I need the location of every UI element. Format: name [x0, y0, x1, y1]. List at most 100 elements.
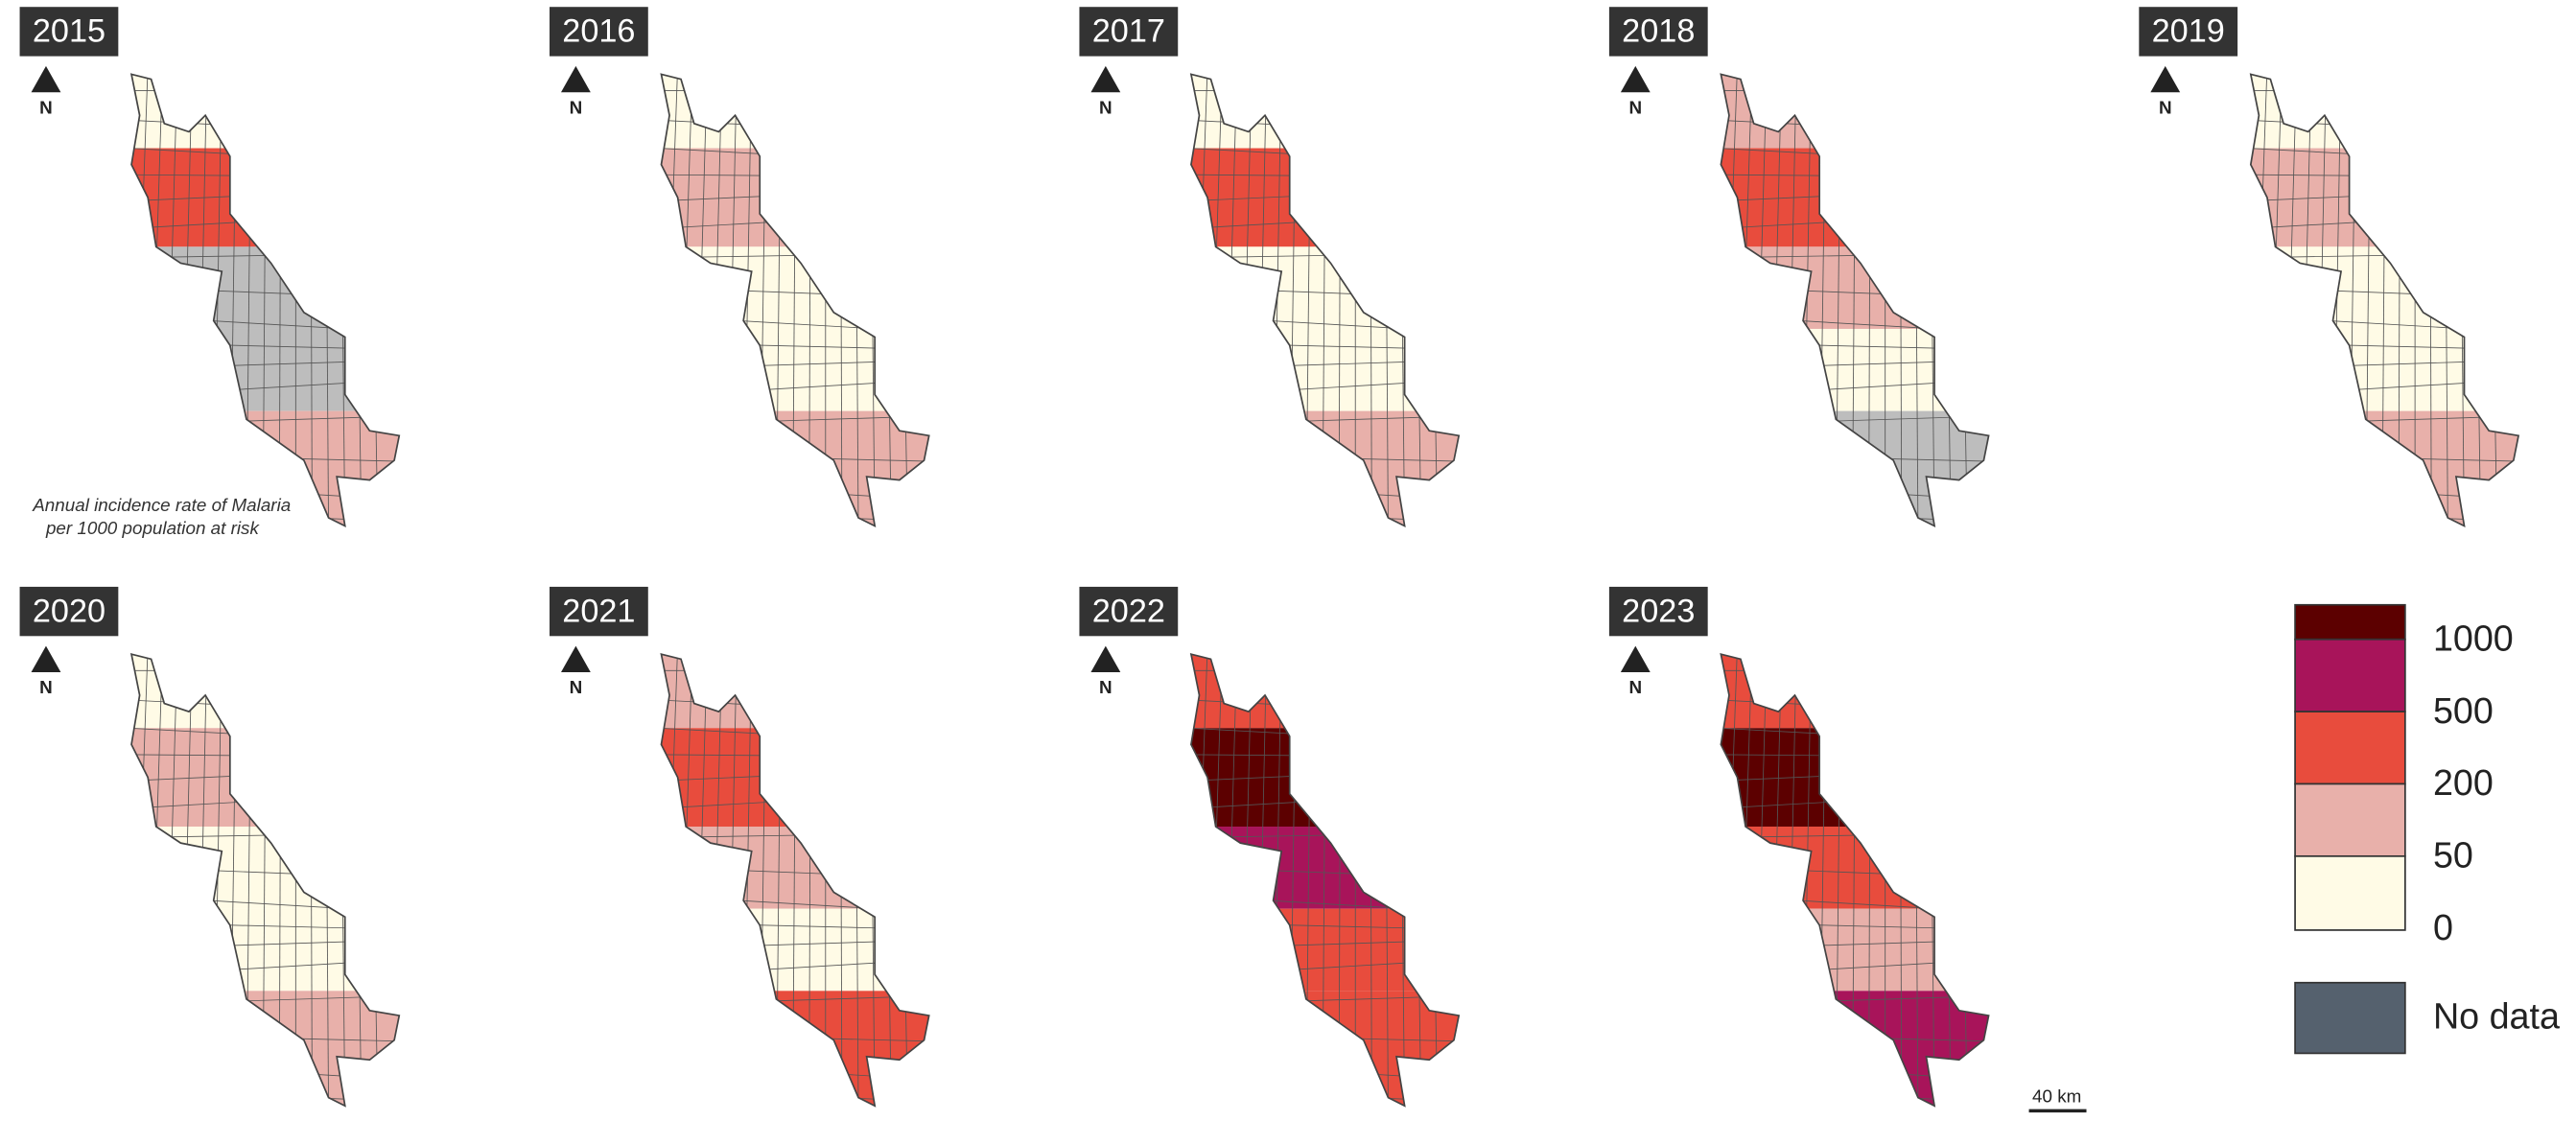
- district-border: [1688, 481, 2017, 501]
- legend-label: 0: [2433, 907, 2453, 947]
- map-regions: [2218, 66, 2547, 534]
- map-regions: [99, 66, 428, 534]
- legend-swatch: [2295, 856, 2405, 930]
- legend-swatch: [2295, 983, 2405, 1054]
- region: [1688, 909, 2017, 992]
- north-label: N: [570, 677, 583, 697]
- legend-label: No data: [2433, 995, 2560, 1036]
- region: [1159, 909, 1487, 992]
- legend-swatch: [2295, 783, 2405, 855]
- region: [1159, 329, 1487, 411]
- map-regions: [1159, 646, 1487, 1114]
- north-arrow: [1621, 66, 1651, 92]
- region: [628, 827, 957, 909]
- year-label: 2022: [1092, 593, 1165, 629]
- year-label: 2023: [1622, 593, 1695, 629]
- north-arrow: [561, 66, 591, 92]
- north-label: N: [39, 677, 53, 697]
- year-label: 2016: [562, 13, 635, 50]
- district-border: [1159, 1062, 1487, 1081]
- region: [2218, 329, 2547, 411]
- region: [628, 246, 957, 329]
- year-label: 2015: [33, 13, 105, 50]
- district-border: [628, 509, 957, 522]
- region: [628, 329, 957, 411]
- district-border: [628, 211, 957, 230]
- legend-swatch: [2295, 712, 2405, 783]
- region: [1688, 827, 2017, 909]
- north-label: N: [39, 97, 53, 117]
- north-label: N: [2159, 97, 2172, 117]
- district-border: [1688, 211, 2017, 230]
- region: [1688, 246, 2017, 329]
- district-border: [2218, 509, 2547, 522]
- legend-label: 1000: [2433, 618, 2514, 658]
- region: [99, 329, 428, 411]
- region: [628, 909, 957, 992]
- year-label: 2021: [562, 593, 635, 629]
- district-border: [99, 211, 428, 230]
- north-label: N: [570, 97, 583, 117]
- region: [1159, 827, 1487, 909]
- map-regions: [628, 646, 957, 1114]
- map-panel: 2016 N: [550, 7, 957, 534]
- north-label: N: [1099, 97, 1112, 117]
- legend-swatch: [2295, 605, 2405, 640]
- legend-swatch: [2295, 640, 2405, 712]
- region: [2218, 246, 2547, 329]
- map-panel: 2020 N: [20, 587, 428, 1114]
- district-border: [1688, 1089, 2017, 1102]
- caption-line: Annual incidence rate of Malaria: [32, 495, 291, 515]
- north-arrow: [32, 646, 61, 672]
- district-border: [1688, 509, 2017, 522]
- region: [99, 909, 428, 992]
- north-label: N: [1099, 677, 1112, 697]
- region: [1688, 329, 2017, 411]
- north-arrow: [1621, 646, 1651, 672]
- north-arrow: [2150, 66, 2180, 92]
- district-border: [628, 1062, 957, 1081]
- legend-label: 500: [2433, 690, 2494, 731]
- caption-line: per 1000 population at risk: [45, 518, 260, 538]
- figure: 2015 N 2016 N 2017 N 2018 N 2019 N 2020 N 2021 N 2022 N…: [0, 0, 2576, 1144]
- scale-label: 40 km: [2032, 1086, 2081, 1107]
- map-regions: [99, 646, 428, 1114]
- district-border: [1159, 509, 1487, 522]
- district-border: [99, 1089, 428, 1102]
- district-border: [99, 791, 428, 810]
- region: [1159, 246, 1487, 329]
- district-border: [1688, 791, 2017, 810]
- region: [99, 827, 428, 909]
- district-border: [628, 1089, 957, 1102]
- district-border: [1159, 481, 1487, 501]
- map-regions: [1159, 66, 1487, 534]
- district-border: [2218, 211, 2547, 230]
- north-arrow: [32, 66, 61, 92]
- legend-label: 200: [2433, 762, 2494, 803]
- district-border: [1688, 1062, 2017, 1081]
- north-label: N: [1628, 677, 1642, 697]
- year-label: 2020: [33, 593, 105, 629]
- year-label: 2018: [1622, 13, 1695, 50]
- map-regions: [628, 66, 957, 534]
- district-border: [1159, 791, 1487, 810]
- district-border: [628, 481, 957, 501]
- map-regions: [1688, 646, 2017, 1114]
- north-arrow: [1090, 646, 1120, 672]
- year-label: 2019: [2152, 13, 2225, 50]
- map-panel: 2018 N: [1609, 7, 2017, 534]
- map-panel: 2019 N: [2139, 7, 2546, 534]
- district-border: [1159, 211, 1487, 230]
- north-label: N: [1628, 97, 1642, 117]
- district-border: [99, 1062, 428, 1081]
- map-panel: 2021 N: [550, 587, 957, 1114]
- district-border: [1159, 1089, 1487, 1102]
- map-panel: 2015 N: [20, 7, 428, 534]
- year-label: 2017: [1092, 13, 1165, 50]
- north-arrow: [561, 646, 591, 672]
- region: [99, 246, 428, 329]
- legend-label: 50: [2433, 835, 2473, 876]
- district-border: [628, 791, 957, 810]
- north-arrow: [1090, 66, 1120, 92]
- map-panel: 2022 N: [1079, 587, 1487, 1114]
